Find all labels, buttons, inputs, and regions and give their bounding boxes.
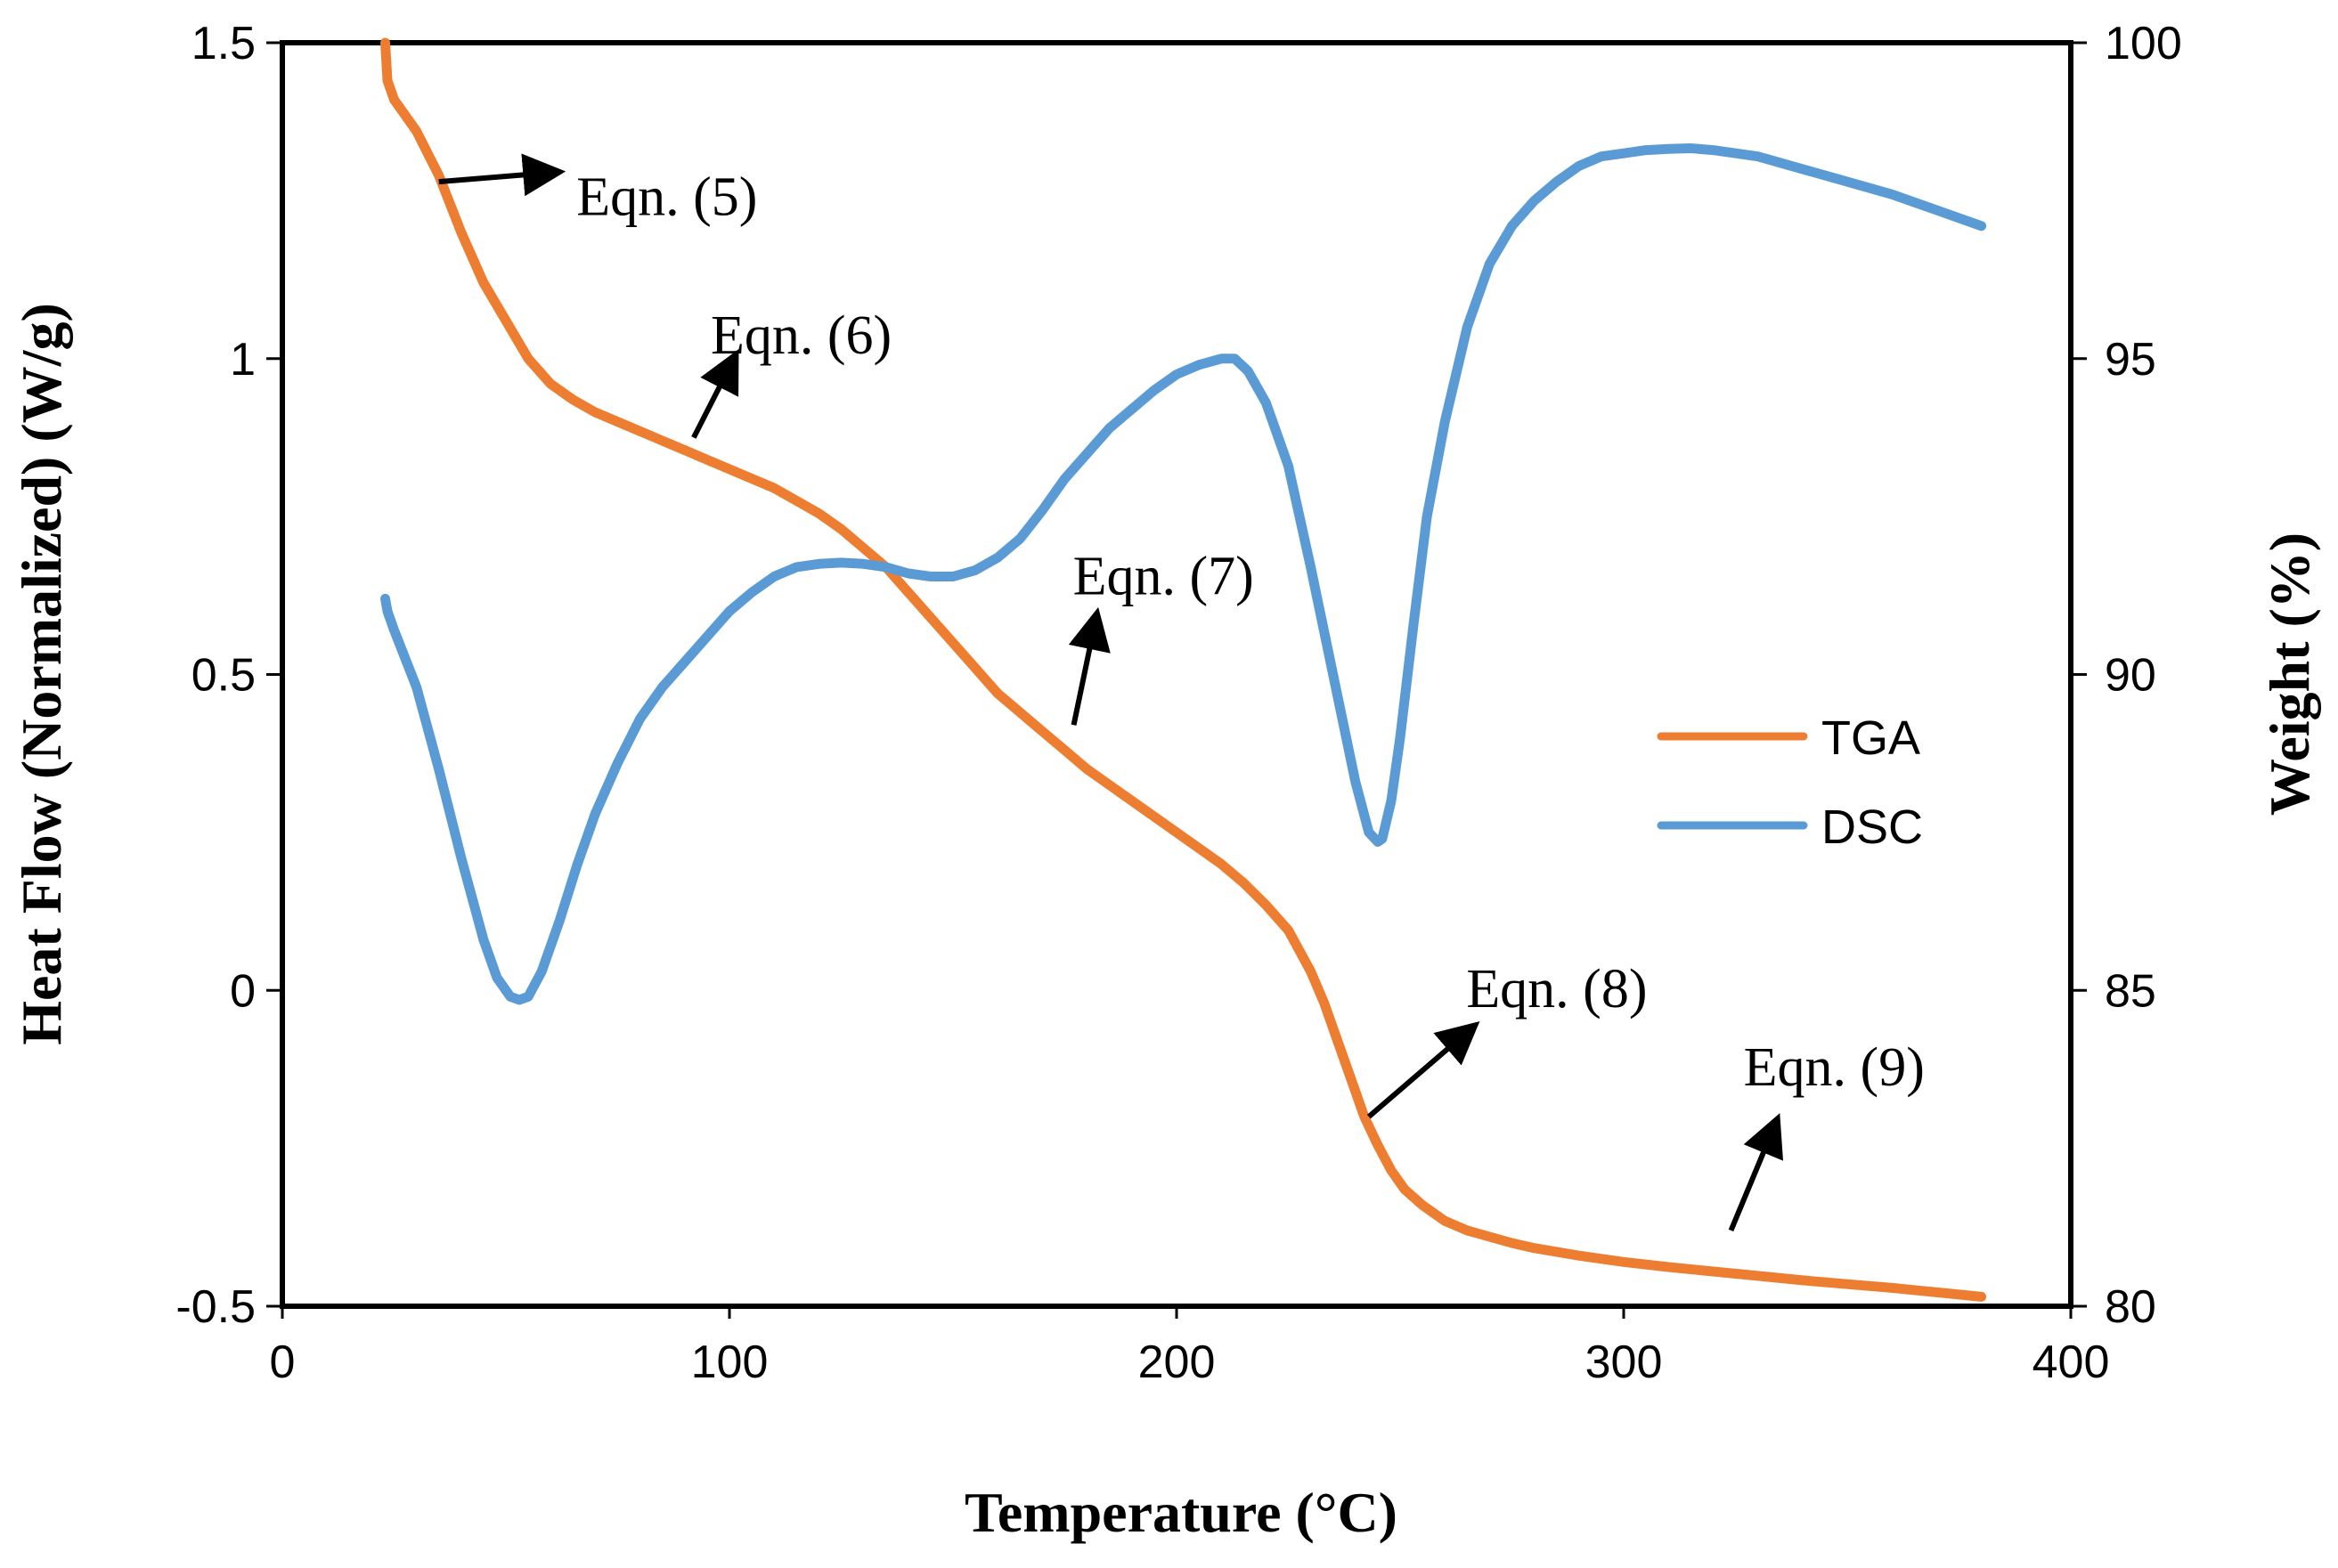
y-left-tick-label: -0.5: [175, 1281, 256, 1333]
y-right-tick-label: 100: [2105, 18, 2182, 69]
annotation-arrow: [438, 153, 566, 197]
y-left-tick-label: 1.5: [191, 18, 256, 69]
y-right-tick-label: 85: [2105, 965, 2156, 1017]
series-line-dsc: [380, 143, 1987, 1005]
y-right-tick-label: 80: [2105, 1281, 2156, 1333]
x-tick-label: 400: [2033, 1336, 2110, 1388]
annotation-label: Eqn. (6): [711, 305, 892, 366]
x-tick-label: 200: [1138, 1336, 1216, 1388]
y-right-tick-label: 90: [2105, 650, 2156, 702]
annotation-label: Eqn. (5): [576, 167, 757, 227]
plot-area: [280, 40, 2073, 1309]
legend-label-tga: TGA: [1821, 711, 1920, 765]
x-tick-label: 0: [270, 1336, 296, 1388]
annotation-arrow: [691, 349, 739, 439]
y-left-tick-label: 0.5: [191, 650, 256, 702]
series-line-tga: [380, 37, 1987, 1302]
annotation-label: Eqn. (9): [1744, 1037, 1925, 1098]
y-right-tick-label: 95: [2105, 334, 2156, 386]
annotation-arrow: [1728, 1113, 1784, 1232]
x-tick-label: 100: [691, 1336, 769, 1388]
y-axis-right-title: Weight (%): [2258, 532, 2321, 816]
annotation-arrow: [1366, 1020, 1480, 1119]
legend-label-dsc: DSC: [1821, 800, 1923, 854]
legend: TGA DSC: [1657, 711, 1923, 854]
annotation-label: Eqn. (8): [1466, 959, 1647, 1020]
annotation-label: Eqn. (7): [1073, 547, 1254, 607]
x-axis-title: Temperature (°C): [965, 1481, 1397, 1544]
y-left-tick-label: 0: [230, 965, 256, 1017]
y-left-tick-label: 1: [230, 334, 256, 386]
y-axis-left-title: Heat Flow (Normalized) (W/g): [10, 303, 73, 1045]
x-tick-label: 300: [1585, 1336, 1663, 1388]
annotation-arrow: [1068, 606, 1111, 726]
